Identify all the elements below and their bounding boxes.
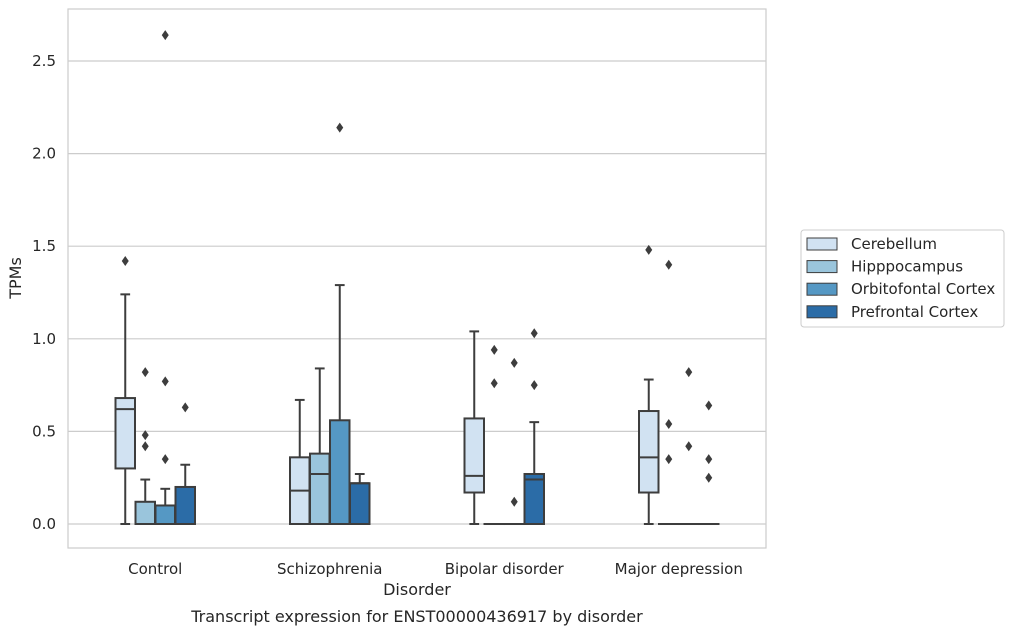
y-tick-label: 2.0	[32, 145, 56, 163]
outlier-marker	[665, 418, 673, 429]
outlier-marker	[141, 367, 149, 378]
plot-frame	[67, 8, 767, 549]
box-body	[329, 419, 351, 525]
outlier-marker	[336, 122, 344, 133]
legend-item[interactable]: Orbitofontal Cortex	[806, 280, 995, 298]
outlier-marker	[705, 454, 713, 465]
outlier-marker	[161, 454, 169, 465]
box-2-1	[329, 122, 351, 525]
box-0-3	[638, 244, 660, 525]
x-tick-label: Bipolar disorder	[445, 560, 565, 578]
box-body	[114, 397, 136, 470]
y-tick-label: 0.5	[32, 422, 56, 440]
y-tick-label: 1.0	[32, 330, 56, 348]
outlier-marker	[510, 496, 518, 507]
legend-item[interactable]: Hipppocampus	[806, 258, 963, 276]
box-body	[174, 485, 196, 525]
box-body	[523, 472, 545, 526]
y-tick-label: 1.5	[32, 237, 56, 255]
y-tick-label: 0.0	[32, 515, 56, 533]
y-tick-label: 2.5	[32, 52, 56, 70]
x-tick-label: Control	[128, 560, 182, 578]
outlier-marker	[121, 256, 129, 267]
x-tick-label: Schizophrenia	[277, 560, 382, 578]
outlier-marker	[141, 441, 149, 452]
chart-caption: Transcript expression for ENST0000043691…	[190, 607, 643, 626]
x-tick-labels: Control Schizophrenia Bipolar disorder Majo…	[128, 560, 743, 578]
outlier-marker	[530, 328, 538, 339]
y-axis-title: TPMs	[6, 257, 25, 300]
box-3-0	[174, 402, 196, 525]
legend-label: Cerebellum	[851, 235, 937, 253]
outlier-marker	[705, 400, 713, 411]
outlier-marker	[685, 441, 693, 452]
outlier-marker	[490, 378, 498, 389]
outlier-marker	[530, 380, 538, 391]
legend-frame	[800, 229, 1005, 328]
outlier-marker	[665, 454, 673, 465]
outlier-marker	[181, 402, 189, 413]
outlier-marker	[161, 30, 169, 41]
box-3-1	[349, 472, 371, 526]
outlier-marker	[645, 244, 653, 255]
box-body	[309, 452, 331, 525]
legend-label: Hipppocampus	[851, 258, 963, 276]
legend-item[interactable]: Prefrontal Cortex	[806, 303, 978, 321]
outlier-marker	[705, 472, 713, 483]
legend-swatch	[806, 260, 838, 274]
legend-swatch	[806, 237, 838, 251]
box-body	[154, 504, 176, 526]
box-0-2	[463, 330, 485, 525]
outlier-marker	[161, 376, 169, 387]
outlier-marker	[510, 357, 518, 368]
box-3-3	[698, 400, 720, 526]
box-body	[638, 410, 660, 494]
y-tick-labels: 0.0 0.5 1.0 1.5 2.0 2.5	[32, 52, 56, 533]
box-body	[463, 417, 485, 494]
box-3-2	[523, 328, 545, 526]
outlier-marker	[490, 344, 498, 355]
outlier-marker	[665, 259, 673, 270]
legend-label: Prefrontal Cortex	[851, 303, 978, 321]
legend-item[interactable]: Cerebellum	[806, 235, 937, 253]
box-body	[134, 500, 156, 525]
legend-swatch	[806, 282, 838, 296]
x-tick-label: Major depression	[615, 560, 743, 578]
outlier-marker	[685, 367, 693, 378]
outlier-marker	[141, 430, 149, 441]
legend[interactable]: Cerebellum Hipppocampus Orbitofontal Corte…	[800, 229, 1005, 328]
legend-label: Orbitofontal Cortex	[851, 280, 995, 298]
box-body	[349, 482, 371, 526]
box-group	[114, 30, 720, 526]
legend-swatch	[806, 305, 838, 319]
box-1-0	[134, 367, 156, 525]
x-axis-title: Disorder	[383, 580, 451, 599]
box-0-0	[114, 256, 136, 525]
